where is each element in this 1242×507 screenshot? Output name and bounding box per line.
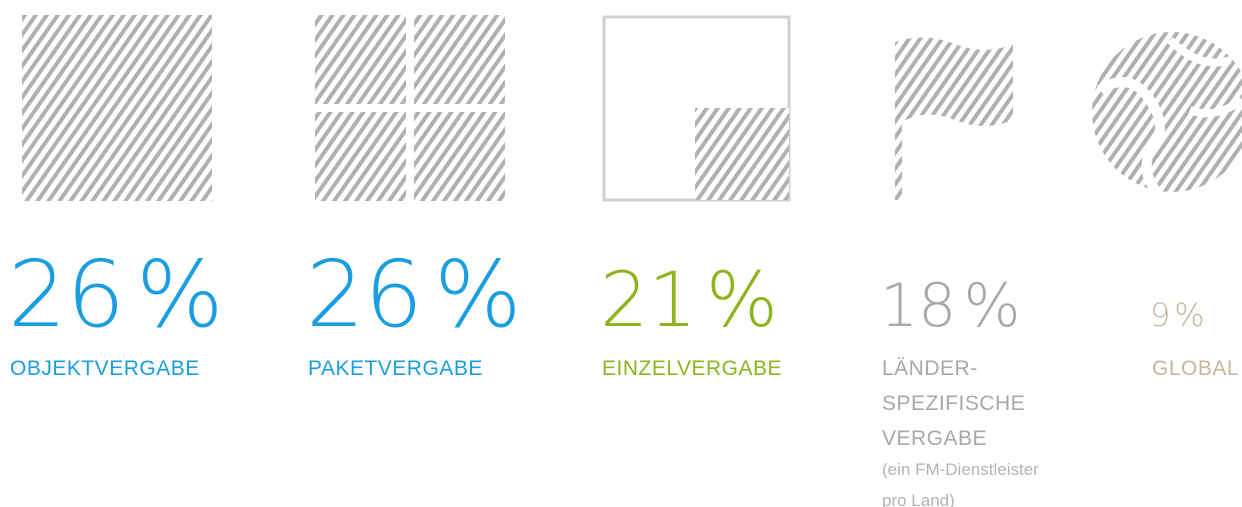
stat-note: (ein FM-Dienstleister xyxy=(882,460,1039,479)
percent-value: 18 xyxy=(880,271,956,341)
percent: 26% xyxy=(8,241,224,348)
percent-unit: % xyxy=(434,241,521,348)
stat: 26 % PAKETVERGABE xyxy=(306,241,522,380)
icons xyxy=(22,15,1242,202)
percent-unit: % xyxy=(1174,296,1204,334)
icon-single xyxy=(602,15,791,202)
percent: 26% xyxy=(306,241,522,348)
icon-object xyxy=(22,15,212,201)
icon-package xyxy=(315,15,505,201)
stat: 21 % EINZELVERGABE xyxy=(600,255,782,380)
percent: 9% xyxy=(1150,296,1205,334)
percent-value: 26 xyxy=(306,241,423,348)
percent-unit: % xyxy=(706,255,778,344)
stat-label: SPEZIFISCHE xyxy=(882,392,1025,415)
stat: 9 % GLOBAL xyxy=(1150,296,1239,380)
stat-label: PAKETVERGABE xyxy=(308,357,483,380)
stat-label: EINZELVERGABE xyxy=(602,357,782,380)
percent: 18% xyxy=(880,271,1021,341)
icon-globe xyxy=(1092,32,1242,199)
percent-value: 9 xyxy=(1150,296,1170,334)
percent-value: 26 xyxy=(8,241,125,348)
percent: 21% xyxy=(600,255,778,344)
stat: 18 % LÄNDER- SPEZIFISCHE VERGABE (ein FM-Dien… xyxy=(880,271,1039,507)
icon-flag xyxy=(895,37,1013,200)
percent-unit: % xyxy=(136,241,223,348)
stat-label: VERGABE xyxy=(882,427,987,450)
stat: 26 % OBJEKTVERGABE xyxy=(8,241,224,380)
stat-label: OBJEKTVERGABE xyxy=(10,357,200,380)
stat-label: GLOBAL xyxy=(1152,357,1239,380)
stat-note: pro Land) xyxy=(882,491,955,507)
percent-value: 21 xyxy=(600,255,697,344)
percent-unit: % xyxy=(964,271,1021,341)
stat-label: LÄNDER- xyxy=(882,357,978,380)
